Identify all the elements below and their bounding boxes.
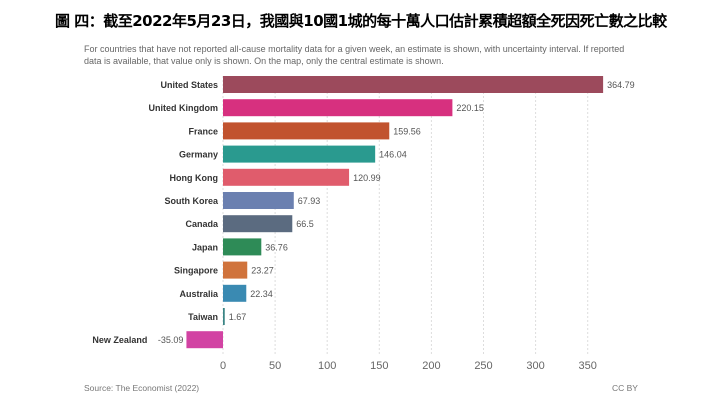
category-label: Hong Kong bbox=[170, 173, 219, 183]
x-tick-label: 200 bbox=[422, 360, 440, 372]
category-label: New Zealand bbox=[92, 335, 147, 345]
value-label: 23.27 bbox=[251, 266, 274, 276]
value-label: 1.67 bbox=[229, 312, 247, 322]
bar bbox=[223, 192, 294, 209]
x-tick-label: 300 bbox=[526, 360, 544, 372]
value-label: 364.79 bbox=[607, 80, 635, 90]
bar bbox=[223, 215, 293, 233]
category-label: Canada bbox=[185, 219, 219, 229]
x-tick-label: 150 bbox=[370, 360, 388, 372]
category-label: Singapore bbox=[174, 266, 218, 276]
bar bbox=[223, 308, 225, 325]
bar bbox=[223, 168, 350, 186]
category-label: United Kingdom bbox=[149, 103, 219, 113]
x-tick-label: 0 bbox=[220, 360, 226, 372]
value-label: -35.09 bbox=[158, 335, 184, 345]
bar bbox=[186, 331, 223, 349]
category-label: South Korea bbox=[164, 196, 218, 206]
value-label: 146.04 bbox=[379, 150, 407, 160]
category-label: France bbox=[188, 126, 218, 136]
value-label: 22.34 bbox=[250, 289, 273, 299]
category-label: Germany bbox=[179, 150, 218, 160]
value-label: 67.93 bbox=[298, 196, 321, 206]
value-label: 66.5 bbox=[296, 219, 314, 229]
bar bbox=[223, 284, 247, 302]
category-label: Australia bbox=[179, 289, 219, 299]
x-tick-label: 250 bbox=[474, 360, 492, 372]
license-note: CC BY bbox=[612, 383, 638, 393]
bar bbox=[223, 99, 453, 117]
chart-subtitle: For countries that have not reported all… bbox=[84, 44, 625, 66]
value-label: 220.15 bbox=[456, 103, 484, 113]
bar bbox=[223, 76, 604, 93]
bar bbox=[223, 238, 262, 256]
bar bbox=[223, 145, 376, 163]
value-label: 159.56 bbox=[393, 126, 421, 136]
x-tick-label: 350 bbox=[579, 360, 597, 372]
x-tick-label: 50 bbox=[269, 360, 281, 372]
value-label: 36.76 bbox=[265, 242, 288, 252]
x-tick-label: 100 bbox=[318, 360, 336, 372]
value-label: 120.99 bbox=[353, 173, 381, 183]
bar bbox=[223, 122, 390, 140]
category-label: Taiwan bbox=[188, 312, 218, 322]
category-label: United States bbox=[160, 80, 218, 90]
source-note: Source: The Economist (2022) bbox=[84, 383, 200, 393]
category-label: Japan bbox=[192, 242, 218, 252]
bar bbox=[223, 261, 248, 279]
chart-title: 圖 四：截至2022年5月23日，我國與10國1城的每十萬人口估計累積超額全死因… bbox=[55, 12, 667, 30]
